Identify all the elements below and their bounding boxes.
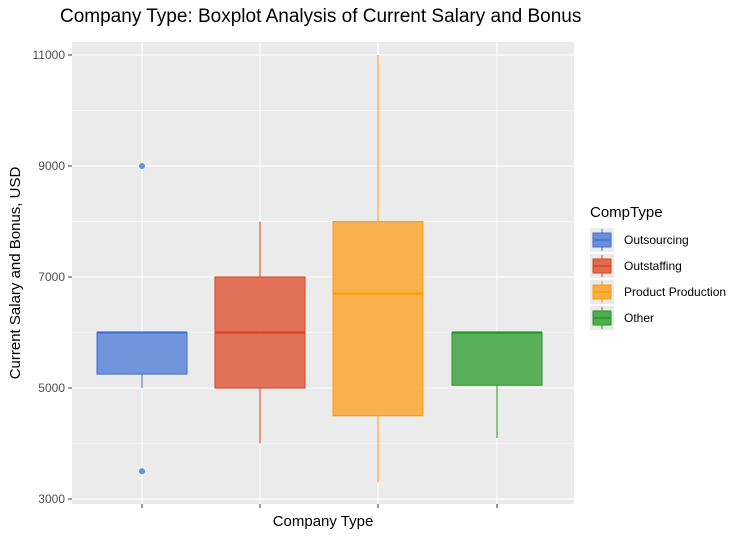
y-axis-title: Current Salary and Bonus, USD xyxy=(7,167,24,380)
y-axis: 3000 5000 7000 9000 11000 xyxy=(33,48,72,506)
legend-key-icon xyxy=(590,228,614,252)
legend-item: Outstaffing xyxy=(590,253,726,279)
boxes xyxy=(96,55,543,483)
x-axis xyxy=(141,504,498,508)
outlier-point xyxy=(139,163,145,169)
box-outsourcing xyxy=(96,163,188,475)
legend-title: CompType xyxy=(590,204,663,221)
box-other xyxy=(451,331,543,438)
y-tick-label: 11000 xyxy=(33,48,66,62)
y-tick-label: 9000 xyxy=(38,159,65,173)
legend-key-icon xyxy=(590,280,614,304)
y-tick-label: 5000 xyxy=(38,381,65,395)
box-product-production xyxy=(332,55,424,483)
plot-panel xyxy=(72,42,574,504)
legend-key-icon xyxy=(590,306,614,330)
y-tick-label: 7000 xyxy=(38,270,65,284)
legend-label: Other xyxy=(624,311,655,325)
legend-item: Other xyxy=(590,305,726,331)
legend-label: Outsourcing xyxy=(624,233,689,247)
box-outstaffing xyxy=(214,221,306,444)
legend: CompType Outsourcing Outstaffing Product P… xyxy=(590,204,726,331)
outlier-point xyxy=(139,468,145,475)
legend-item: Outsourcing xyxy=(590,227,726,253)
legend-label: Outstaffing xyxy=(624,259,682,273)
x-axis-title: Company Type xyxy=(273,513,374,530)
legend-item: Product Production xyxy=(590,279,726,305)
chart-title: Company Type: Boxplot Analysis of Curren… xyxy=(60,6,582,27)
legend-key-icon xyxy=(590,254,614,278)
legend-label: Product Production xyxy=(624,285,727,299)
y-tick-label: 3000 xyxy=(38,492,65,506)
